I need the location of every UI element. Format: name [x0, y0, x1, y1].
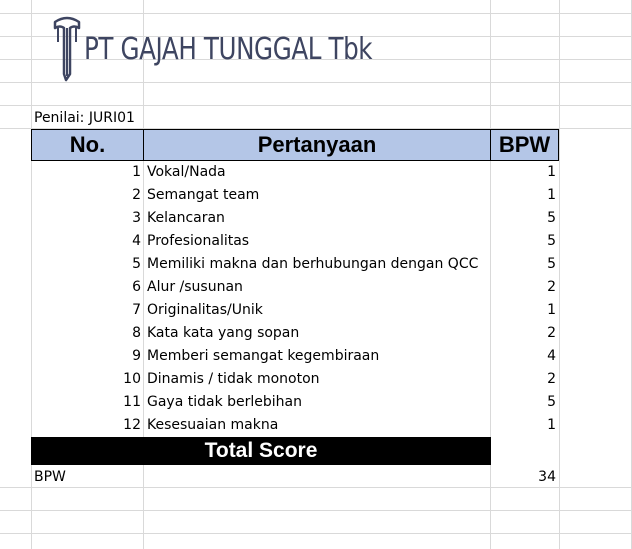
- table-row[interactable]: 10 Dinamis / tidak monoton 2: [31, 368, 559, 391]
- row-question: Gaya tidak berlebihan: [147, 394, 303, 410]
- row-score: 2: [547, 325, 556, 341]
- row-question: Kesesuaian makna: [147, 417, 279, 433]
- row-question: Memberi semangat kegembiraan: [147, 348, 380, 364]
- table-row[interactable]: 6 Alur /susunan 2: [31, 276, 559, 299]
- elephant-logo-icon: [53, 16, 81, 82]
- table-row[interactable]: 2 Semangat team 1: [31, 184, 559, 207]
- header-no: No.: [31, 129, 144, 161]
- header-bpw: BPW: [490, 129, 559, 161]
- row-score: 5: [547, 256, 556, 272]
- row-question: Dinamis / tidak monoton: [147, 371, 320, 387]
- table-row[interactable]: 4 Profesionalitas 5: [31, 230, 559, 253]
- header-question: Pertanyaan: [143, 129, 491, 161]
- table-row[interactable]: 8 Kata kata yang sopan 2: [31, 322, 559, 345]
- assessor-label: Penilai: JURI01: [34, 110, 135, 126]
- row-score: 4: [547, 348, 556, 364]
- table-row[interactable]: 1 Vokal/Nada 1: [31, 161, 559, 184]
- row-number: 8: [132, 325, 141, 341]
- summary-value[interactable]: 34: [538, 469, 556, 485]
- row-score: 1: [547, 302, 556, 318]
- row-number: 4: [132, 233, 141, 249]
- row-score: 5: [547, 210, 556, 226]
- summary-label[interactable]: BPW: [34, 469, 66, 485]
- row-question: Semangat team: [147, 187, 260, 203]
- row-question: Vokal/Nada: [147, 164, 226, 180]
- row-question: Alur /susunan: [147, 279, 243, 295]
- row-number: 2: [132, 187, 141, 203]
- row-score: 1: [547, 164, 556, 180]
- row-question: Memiliki makna dan berhubungan dengan QC…: [147, 256, 479, 272]
- row-number: 11: [123, 394, 141, 410]
- row-number: 7: [132, 302, 141, 318]
- company-name: PT GAJAH TUNGGAL Tbk: [84, 31, 373, 67]
- table-row[interactable]: 7 Originalitas/Unik 1: [31, 299, 559, 322]
- table-row[interactable]: 5 Memiliki makna dan berhubungan dengan …: [31, 253, 559, 276]
- company-logo: PT GAJAH TUNGGAL Tbk: [52, 14, 435, 84]
- table-row[interactable]: 3 Kelancaran 5: [31, 207, 559, 230]
- row-number: 1: [132, 164, 141, 180]
- row-number: 5: [132, 256, 141, 272]
- total-score-banner: Total Score: [31, 437, 491, 465]
- row-number: 6: [132, 279, 141, 295]
- row-score: 2: [547, 371, 556, 387]
- row-question: Kata kata yang sopan: [147, 325, 300, 341]
- row-score: 5: [547, 233, 556, 249]
- row-score: 1: [547, 417, 556, 433]
- row-score: 1: [547, 187, 556, 203]
- row-question: Profesionalitas: [147, 233, 250, 249]
- table-row[interactable]: 11 Gaya tidak berlebihan 5: [31, 391, 559, 414]
- row-number: 3: [132, 210, 141, 226]
- row-question: Originalitas/Unik: [147, 302, 263, 318]
- table-row[interactable]: 12 Kesesuaian makna 1: [31, 414, 559, 437]
- table-row[interactable]: 9 Memberi semangat kegembiraan 4: [31, 345, 559, 368]
- row-number: 12: [123, 417, 141, 433]
- row-number: 9: [132, 348, 141, 364]
- row-number: 10: [123, 371, 141, 387]
- row-score: 5: [547, 394, 556, 410]
- row-score: 2: [547, 279, 556, 295]
- row-question: Kelancaran: [147, 210, 225, 226]
